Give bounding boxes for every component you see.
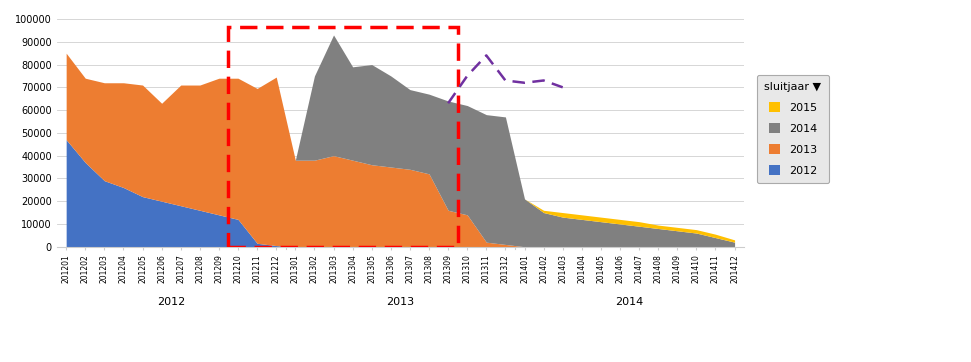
- Text: 2012: 2012: [157, 297, 185, 307]
- Bar: [228, 27, 457, 247]
- Legend: 2015, 2014, 2013, 2012: 2015, 2014, 2013, 2012: [756, 75, 829, 183]
- Text: 2014: 2014: [616, 297, 644, 307]
- Text: 2013: 2013: [386, 297, 415, 307]
